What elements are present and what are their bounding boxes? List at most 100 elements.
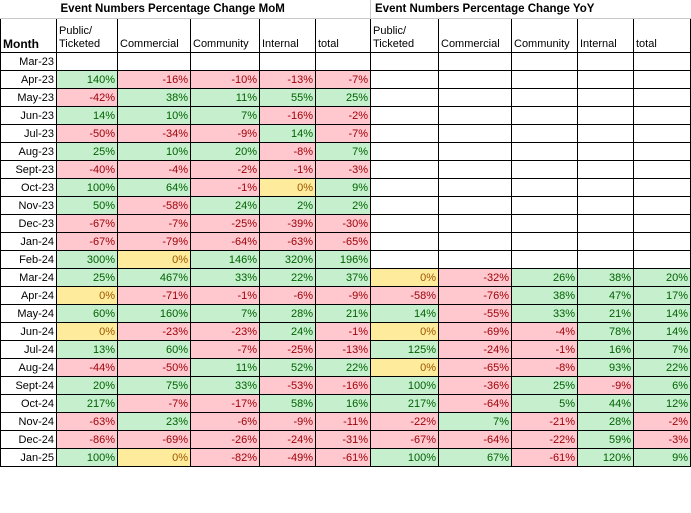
mom-value-cell[interactable]: 16% [315, 394, 371, 413]
mom-value-cell[interactable]: 10% [117, 142, 191, 161]
mom-header-cell[interactable]: total [315, 18, 371, 53]
month-cell[interactable]: Dec-23 [0, 214, 57, 233]
yoy-value-cell[interactable]: 120% [577, 448, 634, 467]
month-cell[interactable]: Jul-24 [0, 340, 57, 359]
mom-header-cell[interactable]: Commercial [117, 18, 191, 53]
yoy-value-cell[interactable] [511, 232, 578, 251]
mom-value-cell[interactable]: 37% [315, 268, 371, 287]
mom-value-cell[interactable]: 7% [190, 304, 260, 323]
mom-value-cell[interactable]: -30% [315, 214, 371, 233]
mom-value-cell[interactable]: -2% [315, 106, 371, 125]
mom-value-cell[interactable]: -58% [117, 196, 191, 215]
yoy-value-cell[interactable]: -32% [438, 268, 512, 287]
yoy-value-cell[interactable] [633, 70, 691, 89]
mom-value-cell[interactable]: -42% [56, 88, 118, 107]
mom-value-cell[interactable]: -79% [117, 232, 191, 251]
yoy-value-cell[interactable]: 59% [577, 430, 634, 449]
mom-value-cell[interactable]: -49% [259, 448, 316, 467]
mom-value-cell[interactable]: 13% [56, 340, 118, 359]
yoy-value-cell[interactable]: 12% [633, 394, 691, 413]
yoy-value-cell[interactable] [370, 232, 439, 251]
yoy-value-cell[interactable] [438, 70, 512, 89]
mom-value-cell[interactable]: 60% [117, 340, 191, 359]
yoy-value-cell[interactable] [438, 196, 512, 215]
mom-value-cell[interactable]: 2% [315, 196, 371, 215]
mom-value-cell[interactable]: -40% [56, 160, 118, 179]
yoy-value-cell[interactable] [633, 232, 691, 251]
yoy-value-cell[interactable] [438, 52, 512, 71]
mom-value-cell[interactable]: -6% [190, 412, 260, 431]
mom-value-cell[interactable]: -9% [259, 412, 316, 431]
yoy-value-cell[interactable] [370, 178, 439, 197]
mom-value-cell[interactable]: -34% [117, 124, 191, 143]
yoy-value-cell[interactable]: 0% [370, 322, 439, 341]
yoy-value-cell[interactable] [438, 106, 512, 125]
yoy-value-cell[interactable]: 14% [633, 304, 691, 323]
mom-value-cell[interactable]: 2% [259, 196, 316, 215]
yoy-value-cell[interactable]: 14% [633, 322, 691, 341]
mom-value-cell[interactable] [190, 52, 260, 71]
yoy-value-cell[interactable] [511, 52, 578, 71]
month-cell[interactable]: Aug-23 [0, 142, 57, 161]
yoy-value-cell[interactable] [633, 124, 691, 143]
month-cell[interactable]: May-23 [0, 88, 57, 107]
mom-value-cell[interactable]: -44% [56, 358, 118, 377]
mom-value-cell[interactable]: -16% [117, 70, 191, 89]
mom-value-cell[interactable]: -1% [259, 160, 316, 179]
yoy-value-cell[interactable] [577, 178, 634, 197]
yoy-value-cell[interactable]: -9% [577, 376, 634, 395]
mom-value-cell[interactable]: 58% [259, 394, 316, 413]
yoy-value-cell[interactable]: -4% [511, 322, 578, 341]
yoy-value-cell[interactable]: 17% [633, 286, 691, 305]
month-header[interactable]: Month [0, 18, 57, 53]
yoy-header-cell[interactable]: Internal [577, 18, 634, 53]
mom-value-cell[interactable]: 55% [259, 88, 316, 107]
mom-value-cell[interactable]: 28% [259, 304, 316, 323]
month-cell[interactable]: Oct-24 [0, 394, 57, 413]
yoy-value-cell[interactable]: 38% [511, 286, 578, 305]
yoy-value-cell[interactable] [370, 160, 439, 179]
yoy-value-cell[interactable]: -65% [438, 358, 512, 377]
mom-value-cell[interactable]: 196% [315, 250, 371, 269]
mom-value-cell[interactable]: 25% [56, 142, 118, 161]
yoy-value-cell[interactable]: 67% [438, 448, 512, 467]
yoy-header-cell[interactable]: Community [511, 18, 578, 53]
mom-value-cell[interactable]: -11% [315, 412, 371, 431]
mom-value-cell[interactable]: 33% [190, 376, 260, 395]
yoy-value-cell[interactable]: 93% [577, 358, 634, 377]
mom-value-cell[interactable]: -63% [259, 232, 316, 251]
yoy-value-cell[interactable] [438, 250, 512, 269]
mom-value-cell[interactable]: 0% [117, 448, 191, 467]
mom-value-cell[interactable]: -31% [315, 430, 371, 449]
mom-value-cell[interactable]: -7% [315, 124, 371, 143]
yoy-value-cell[interactable] [370, 250, 439, 269]
mom-value-cell[interactable]: -1% [190, 286, 260, 305]
month-cell[interactable]: Feb-24 [0, 250, 57, 269]
yoy-value-cell[interactable] [511, 250, 578, 269]
yoy-value-cell[interactable]: 100% [370, 448, 439, 467]
mom-value-cell[interactable]: -6% [259, 286, 316, 305]
mom-value-cell[interactable]: 22% [259, 268, 316, 287]
mom-value-cell[interactable]: 320% [259, 250, 316, 269]
mom-value-cell[interactable]: 21% [315, 304, 371, 323]
mom-value-cell[interactable]: -61% [315, 448, 371, 467]
mom-value-cell[interactable]: -86% [56, 430, 118, 449]
yoy-value-cell[interactable]: 14% [370, 304, 439, 323]
month-cell[interactable]: Jan-24 [0, 232, 57, 251]
mom-value-cell[interactable]: -25% [190, 214, 260, 233]
yoy-value-cell[interactable] [577, 70, 634, 89]
yoy-value-cell[interactable] [511, 160, 578, 179]
yoy-value-cell[interactable] [370, 106, 439, 125]
mom-value-cell[interactable]: 11% [190, 88, 260, 107]
mom-value-cell[interactable]: -2% [190, 160, 260, 179]
yoy-value-cell[interactable] [577, 88, 634, 107]
yoy-value-cell[interactable] [511, 178, 578, 197]
yoy-value-cell[interactable] [438, 214, 512, 233]
mom-value-cell[interactable]: 9% [315, 178, 371, 197]
mom-value-cell[interactable]: -82% [190, 448, 260, 467]
yoy-value-cell[interactable]: -22% [511, 430, 578, 449]
yoy-value-cell[interactable] [370, 70, 439, 89]
mom-value-cell[interactable]: -13% [259, 70, 316, 89]
yoy-header-cell[interactable]: total [633, 18, 691, 53]
yoy-value-cell[interactable]: -8% [511, 358, 578, 377]
